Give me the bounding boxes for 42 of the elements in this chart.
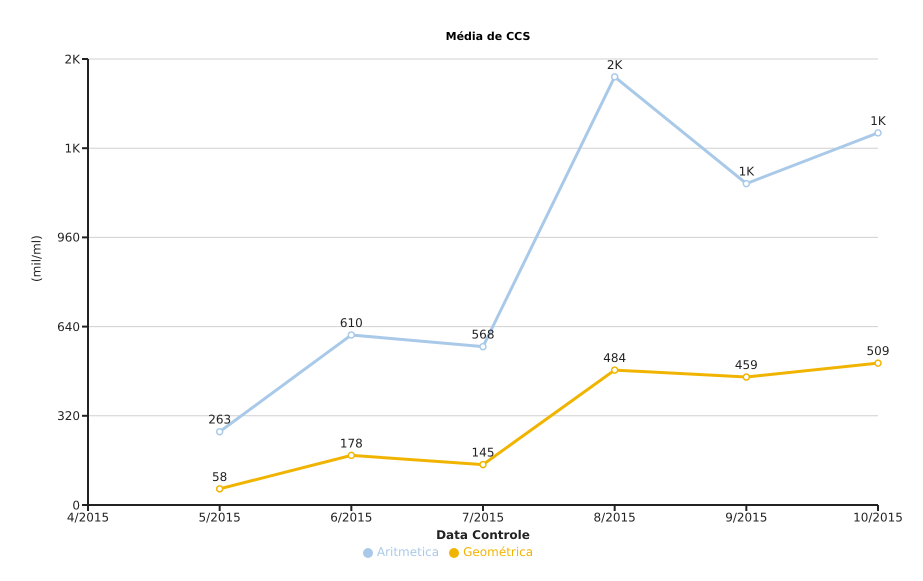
point	[216, 428, 224, 436]
point	[216, 485, 224, 493]
data-label: 459	[734, 358, 758, 372]
y-tick-label: 2K	[64, 52, 82, 66]
data-label: 610	[340, 316, 363, 330]
y-tick-label: 960	[57, 230, 80, 245]
chart-title: Média de CCS	[444, 30, 532, 43]
point	[479, 460, 487, 468]
data-label: 178	[340, 436, 363, 450]
y-tick-label: 320	[57, 409, 80, 424]
y-tick-label: 0	[72, 498, 80, 512]
data-label: 1K	[738, 164, 756, 179]
data-label: 568	[472, 328, 494, 342]
point	[874, 359, 882, 367]
point	[742, 373, 750, 381]
point	[348, 331, 356, 339]
point	[874, 129, 882, 137]
point	[742, 180, 750, 188]
x-tick-label: 9/2015	[725, 510, 768, 525]
data-label: 58	[212, 470, 228, 484]
legend-label: Aritmetica	[376, 545, 440, 559]
data-label: 2K	[606, 58, 624, 72]
legend-label: Geométrica	[463, 545, 534, 559]
x-tick-label: 5/2015	[198, 510, 241, 525]
x-tick-label: 6/2015	[330, 510, 372, 525]
x-tick-label: 7/2015	[462, 510, 504, 525]
y-tick-label: 1K	[64, 141, 82, 156]
point	[610, 73, 618, 81]
x-tick-label: 10/2015	[853, 510, 903, 525]
point	[610, 366, 618, 374]
y-axis-title: (mil/ml)	[29, 235, 44, 282]
data-label: 484	[603, 351, 626, 366]
x-tick-label: 8/2015	[594, 510, 636, 525]
data-label: 509	[866, 344, 890, 358]
point	[348, 452, 356, 460]
point	[479, 342, 487, 350]
x-axis-title: Data Controle	[436, 528, 530, 542]
data-label: 145	[472, 446, 494, 460]
y-tick-label: 640	[57, 320, 80, 334]
data-label: 263	[208, 412, 232, 427]
data-label: 1K	[870, 114, 887, 128]
x-tick-label: 4/2015	[66, 510, 110, 525]
